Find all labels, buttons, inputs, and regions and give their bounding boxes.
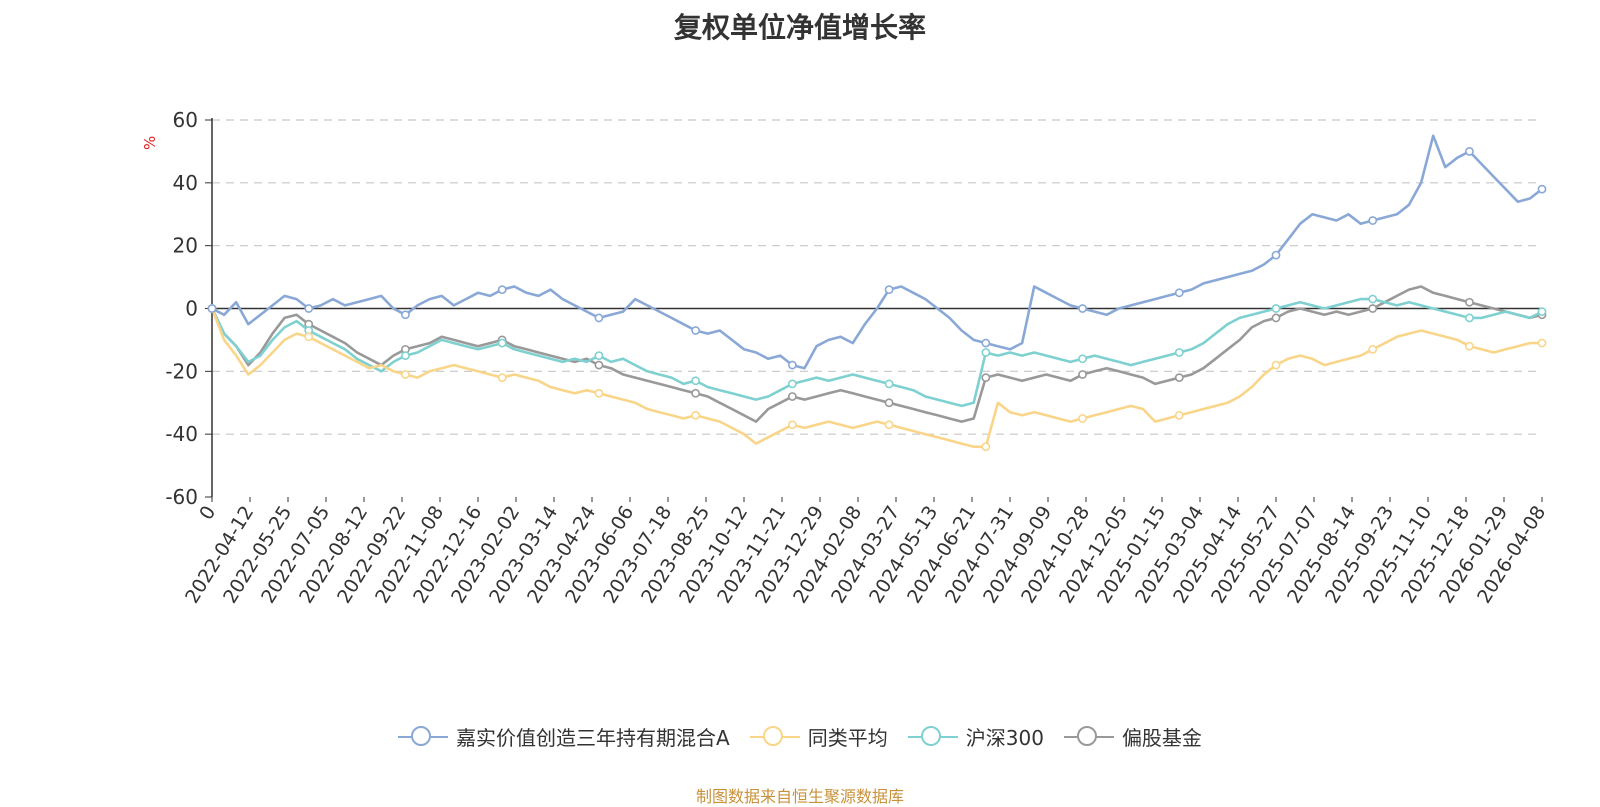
legend-marker-icon: [1063, 725, 1114, 749]
data-point: [1537, 184, 1547, 194]
data-point: [981, 373, 991, 383]
data-point: [981, 348, 991, 357]
data-point: [981, 338, 991, 348]
data-point: [1174, 373, 1184, 383]
legend-item-3[interactable]: 偏股基金: [1063, 722, 1202, 751]
data-point: [1078, 304, 1087, 313]
x-tick-label: 0: [195, 502, 220, 524]
chart-title: 复权单位净值增长率: [673, 11, 926, 44]
data-point: [304, 332, 314, 342]
data-point: [401, 351, 410, 361]
line-chart: 6040200-20-40-6002022-04-122022-05-25202…: [165, 108, 1550, 607]
data-point: [304, 304, 314, 313]
data-point: [401, 310, 410, 320]
data-point: [497, 285, 507, 295]
data-point: [884, 420, 894, 430]
series-line-3: [210, 285, 1543, 423]
series-line-1: [210, 308, 1542, 448]
data-point: [1078, 354, 1087, 364]
data-point: [1465, 313, 1474, 323]
legend-label: 偏股基金: [1121, 726, 1202, 750]
data-point: [1078, 370, 1087, 379]
legend-label: 沪深300: [965, 726, 1044, 750]
data-point: [1465, 297, 1474, 307]
y-tick-label: -60: [165, 485, 198, 509]
legend-item-2[interactable]: 沪深300: [907, 722, 1044, 751]
legend-marker-icon: [749, 725, 800, 749]
y-tick-label: 60: [173, 108, 198, 132]
data-point: [401, 370, 410, 379]
y-tick-label: 0: [185, 297, 198, 321]
data-point: [691, 376, 701, 386]
source-note: 制图数据来自恒生聚源数据库: [695, 787, 904, 806]
legend: 嘉实价值创造三年持有期混合A 同类平均 沪深300 偏股基金: [0, 722, 1600, 751]
data-point: [1174, 288, 1184, 298]
data-point: [787, 379, 797, 389]
data-point: [1174, 348, 1184, 357]
legend-marker-icon: [907, 725, 958, 749]
data-point: [691, 388, 701, 398]
legend-marker-icon: [398, 725, 449, 749]
data-point: [981, 442, 991, 452]
data-point: [691, 410, 701, 420]
data-point: [1271, 250, 1281, 260]
series-line-2: [210, 297, 1543, 408]
data-point: [787, 360, 797, 370]
data-point: [1368, 344, 1378, 354]
data-point: [1537, 338, 1547, 348]
data-point: [1271, 360, 1281, 370]
data-point: [594, 351, 604, 361]
data-point: [1537, 307, 1547, 317]
data-point: [787, 420, 797, 430]
data-point: [884, 379, 894, 389]
legend-item-0[interactable]: 嘉实价值创造三年持有期混合A: [398, 722, 730, 751]
data-point: [1368, 304, 1378, 313]
data-point: [787, 392, 797, 401]
data-point: [594, 313, 604, 323]
legend-label: 嘉实价值创造三年持有期混合A: [456, 726, 730, 750]
y-tick-label: 40: [173, 171, 198, 195]
data-point: [207, 304, 217, 313]
y-tick-label: -40: [165, 422, 198, 446]
legend-item-1[interactable]: 同类平均: [749, 722, 888, 751]
data-point: [594, 388, 604, 398]
data-point: [594, 360, 604, 370]
series-line-0: [211, 134, 1543, 370]
data-point: [1271, 304, 1281, 313]
data-point: [691, 326, 701, 335]
data-point: [1465, 147, 1474, 156]
y-tick-label: 20: [173, 234, 198, 258]
data-point: [884, 285, 894, 295]
data-point: [1465, 341, 1474, 351]
legend-label: 同类平均: [807, 726, 888, 750]
data-point: [1271, 313, 1281, 323]
data-point: [497, 373, 507, 383]
data-point: [1368, 216, 1378, 225]
data-point: [497, 338, 507, 348]
data-point: [1078, 414, 1087, 423]
data-point: [1174, 410, 1184, 420]
y-tick-label: -20: [165, 359, 198, 383]
data-point: [1368, 294, 1378, 304]
data-point: [884, 398, 894, 408]
